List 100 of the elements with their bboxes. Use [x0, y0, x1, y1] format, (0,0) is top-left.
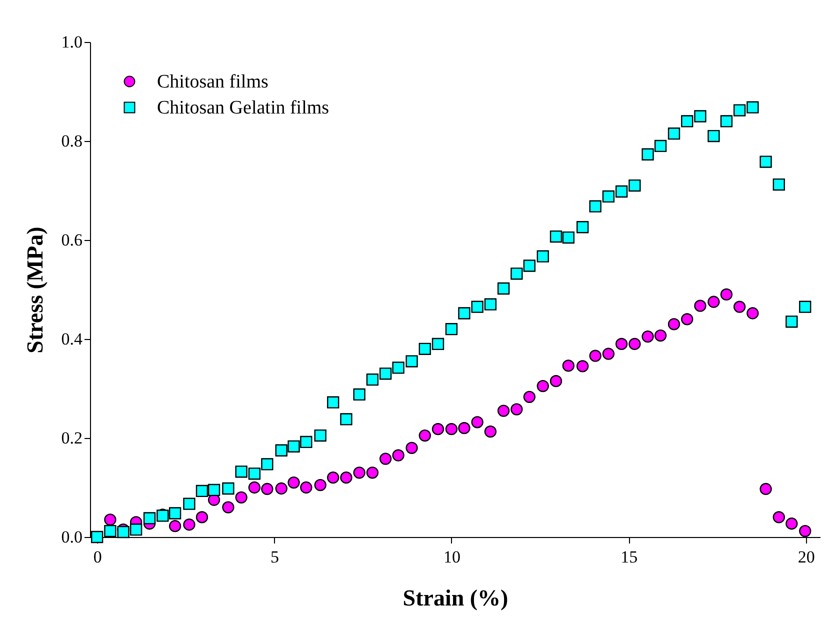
x-tick-label: 5	[270, 548, 280, 566]
point	[760, 482, 772, 496]
point	[615, 338, 628, 350]
point	[168, 520, 182, 532]
point	[628, 338, 641, 350]
x-tick-label: 0	[93, 548, 102, 566]
point	[681, 115, 694, 128]
point	[143, 512, 156, 524]
legend-label: Chitosan films	[157, 72, 268, 92]
point	[222, 501, 234, 514]
point	[602, 190, 615, 203]
point	[720, 115, 733, 128]
point	[261, 482, 274, 496]
point	[523, 390, 536, 403]
point	[168, 507, 182, 520]
point	[510, 403, 523, 416]
legend-label: Chitosan Gelatin films	[157, 98, 330, 118]
point	[772, 178, 785, 191]
point	[248, 481, 261, 494]
point	[183, 518, 196, 531]
point	[379, 452, 392, 465]
point	[248, 468, 261, 480]
point	[733, 104, 746, 116]
y-tick-label: 0.2	[61, 428, 82, 448]
point	[484, 426, 497, 438]
point	[668, 128, 680, 140]
point	[353, 466, 366, 479]
point	[445, 323, 458, 336]
point	[432, 423, 444, 436]
point	[208, 484, 220, 496]
point	[327, 472, 340, 484]
point	[642, 148, 654, 160]
point	[222, 482, 234, 495]
point	[340, 472, 352, 484]
point	[615, 185, 628, 198]
point	[602, 348, 615, 360]
y-tick-label: 0.8	[61, 132, 82, 150]
point	[550, 375, 562, 388]
point	[576, 360, 589, 372]
point	[668, 318, 680, 330]
point	[353, 388, 366, 401]
point	[562, 360, 574, 372]
point	[471, 300, 484, 313]
point	[799, 300, 812, 313]
point	[91, 530, 104, 544]
point	[418, 429, 431, 442]
point	[772, 511, 785, 524]
y-tick-label: 0.4	[61, 330, 83, 348]
point	[366, 466, 379, 479]
point	[196, 511, 208, 524]
point	[406, 442, 418, 454]
x-tick-label: 10	[443, 548, 460, 566]
point	[340, 413, 352, 426]
point	[536, 380, 549, 392]
point	[681, 313, 694, 326]
point	[589, 200, 602, 212]
point	[196, 484, 208, 498]
point	[314, 429, 326, 442]
point	[484, 298, 497, 310]
point	[562, 231, 574, 244]
point	[471, 416, 484, 428]
point	[327, 396, 340, 408]
point	[392, 362, 404, 374]
point	[275, 482, 288, 495]
point	[786, 518, 798, 530]
y-axis-title: Stress (MPa)	[22, 226, 48, 354]
x-axis-title: Strain (%)	[402, 586, 508, 610]
point	[183, 498, 196, 510]
point	[589, 350, 602, 362]
point	[497, 282, 510, 295]
y-tick-label: 0.0	[61, 528, 82, 546]
point	[418, 342, 431, 355]
point	[288, 476, 300, 489]
point	[708, 296, 720, 308]
point	[628, 179, 641, 192]
point	[261, 458, 274, 470]
point	[760, 156, 772, 168]
point	[799, 524, 812, 538]
point	[300, 481, 312, 494]
y-tick-label: 1.0	[61, 32, 82, 52]
point	[642, 330, 654, 343]
x-tick-label: 15	[620, 548, 638, 566]
point	[694, 110, 706, 122]
point	[458, 307, 470, 320]
point	[576, 221, 589, 234]
point	[536, 250, 549, 262]
point	[117, 526, 130, 538]
point	[654, 329, 667, 342]
point	[510, 268, 523, 280]
point	[694, 300, 706, 312]
point	[458, 422, 470, 434]
point	[314, 478, 326, 492]
point	[746, 101, 759, 114]
point	[235, 466, 248, 478]
point	[300, 436, 312, 448]
point	[654, 140, 667, 152]
point	[746, 307, 759, 320]
x-tick-label: 20	[798, 548, 815, 566]
point	[497, 404, 510, 417]
point	[366, 374, 379, 386]
